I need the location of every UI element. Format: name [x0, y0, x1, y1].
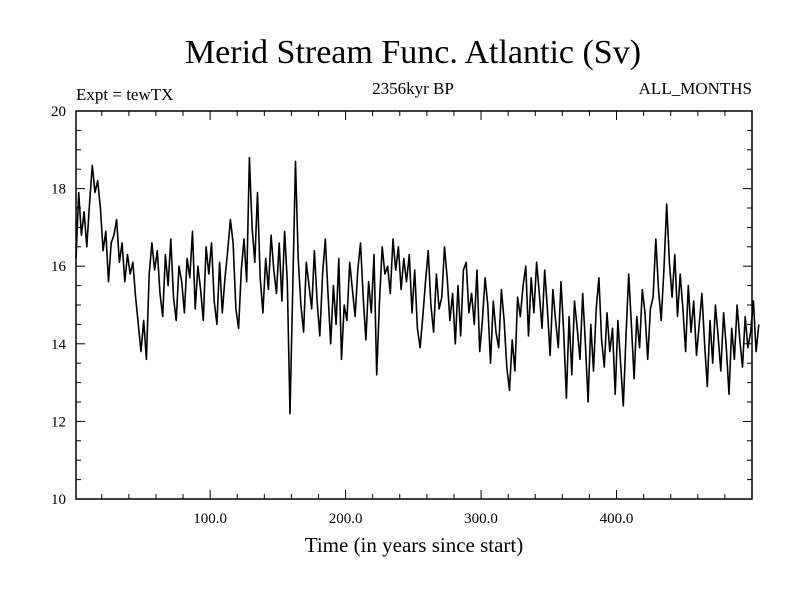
chart-title: Merid Stream Func. Atlantic (Sv) [185, 34, 641, 71]
x-axis: 100.0 200.0 300.0 400.0 [101, 111, 726, 527]
x-tick-label: 200.0 [329, 511, 363, 527]
x-axis-label: Time (in years since start) [305, 533, 524, 557]
y-tick-label: 18 [51, 182, 66, 198]
x-tick-label: 100.0 [193, 511, 227, 527]
x-tick-label: 400.0 [600, 511, 634, 527]
period-label: 2356kyr BP [372, 79, 454, 98]
y-tick-label: 10 [51, 492, 66, 508]
y-tick-label: 16 [51, 259, 67, 275]
y-tick-label: 20 [51, 104, 66, 120]
series-line [75, 156, 760, 415]
months-label: ALL_MONTHS [639, 79, 752, 98]
experiment-label: Expt = tewTX [76, 85, 173, 104]
y-tick-label: 14 [51, 337, 67, 353]
y-axis: 10 12 14 16 18 20 [51, 104, 752, 508]
y-tick-label: 12 [51, 414, 66, 430]
x-tick-label: 300.0 [464, 511, 498, 527]
